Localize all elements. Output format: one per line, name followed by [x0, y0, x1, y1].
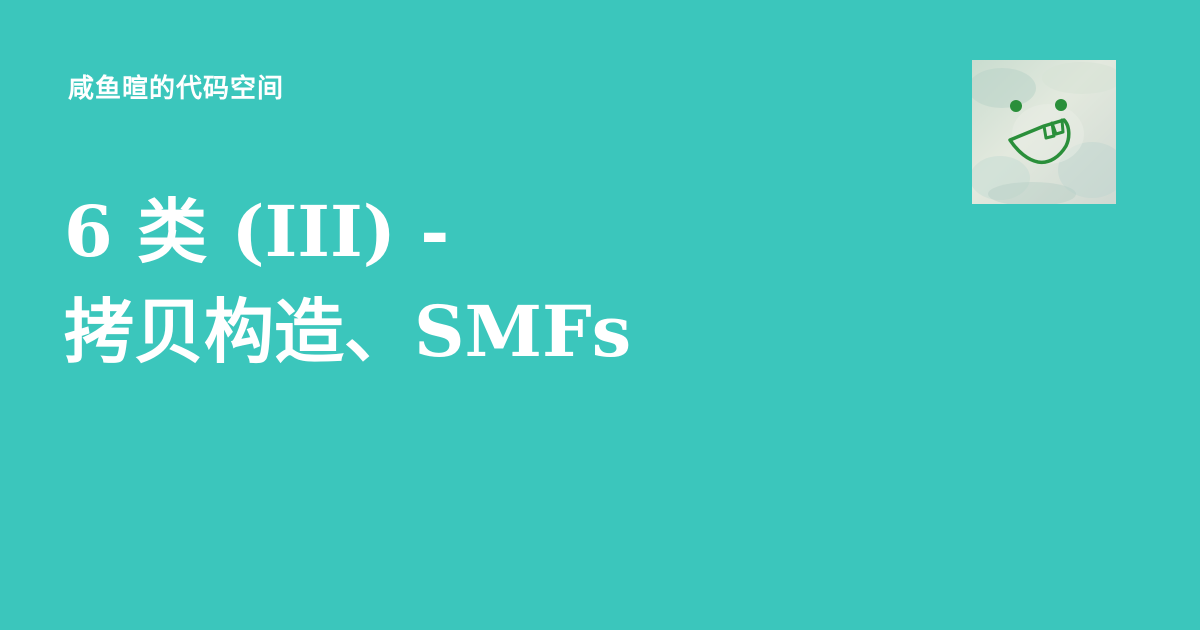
right-eye — [1055, 99, 1067, 111]
mouth — [1008, 118, 1071, 165]
teeth — [1042, 118, 1065, 140]
avatar — [972, 60, 1116, 204]
post-title-line-2: 拷贝构造、SMFs — [64, 290, 632, 373]
post-title-line-1: 6 类 (III) - — [64, 190, 450, 273]
post-title: 6 类 (III) - 拷贝构造、SMFs — [64, 182, 884, 382]
left-eye — [1010, 100, 1022, 112]
smiley-face-icon — [972, 60, 1116, 204]
site-name: 咸鱼暄的代码空间 — [68, 74, 285, 104]
